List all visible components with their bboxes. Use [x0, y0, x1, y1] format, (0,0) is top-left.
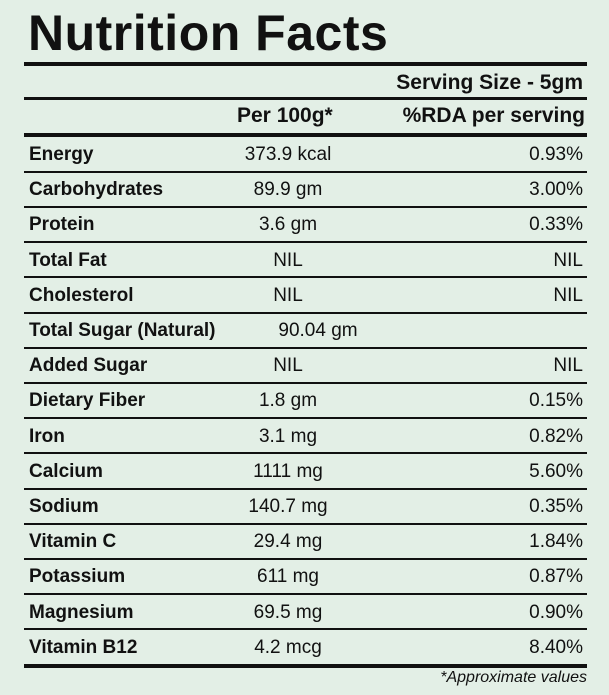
- per-100g-value: 373.9 kcal: [244, 144, 332, 165]
- per-100g-value: NIL: [273, 249, 303, 271]
- nutrient-name: Added Sugar: [29, 355, 148, 377]
- nutrient-name: Dietary Fiber: [29, 390, 146, 412]
- rda-value: NIL: [553, 284, 583, 306]
- per-100g-value: 1111 mg: [253, 460, 323, 482]
- nutrient-name: Energy: [29, 144, 94, 165]
- rda-value: 0.93%: [529, 144, 583, 165]
- rda-value: 8.40%: [529, 636, 583, 658]
- serving-size: Serving Size - 5gm: [396, 71, 583, 94]
- nutrient-name: Cholesterol: [29, 284, 134, 306]
- per-100g-value: NIL: [273, 284, 303, 306]
- row-rule: [24, 346, 587, 349]
- row-rule: [24, 628, 587, 631]
- row-rule: [24, 170, 587, 173]
- nutrient-name: Calcium: [29, 460, 103, 482]
- row-rule: [24, 522, 587, 525]
- rda-value: 3.00%: [529, 179, 583, 201]
- per-100g-value: 29.4 mg: [253, 531, 323, 553]
- title: Nutrition Facts: [28, 5, 389, 61]
- row-rule: [24, 241, 587, 244]
- nutrient-name: Vitamin C: [29, 531, 117, 553]
- row-rule: [24, 593, 587, 596]
- row-rule: [24, 311, 587, 314]
- rda-value: NIL: [553, 355, 583, 377]
- per-100g-value: 1.8 gm: [258, 390, 318, 412]
- nutrient-name: Protein: [29, 214, 95, 236]
- row-rule: [24, 557, 587, 560]
- rda-value: 0.33%: [529, 214, 583, 236]
- nutrient-name: Carbohydrates: [29, 179, 164, 201]
- column-header: %RDA per serving: [402, 104, 585, 127]
- row-rule: [24, 417, 587, 420]
- per-100g-value: 90.04 gm: [278, 320, 358, 341]
- nutrient-name: Total Fat: [29, 249, 107, 271]
- rda-value: 1.84%: [529, 531, 583, 553]
- rda-value: 0.82%: [529, 425, 583, 447]
- rda-value: 0.90%: [529, 601, 583, 623]
- rule: [24, 133, 587, 137]
- per-100g-value: 4.2 mcg: [254, 636, 322, 658]
- per-100g-value: 89.9 gm: [253, 179, 323, 201]
- rda-value: 0.35%: [529, 496, 583, 517]
- nutrient-name: Magnesium: [29, 601, 134, 623]
- per-100g-value: 69.5 mg: [253, 601, 323, 623]
- row-rule: [24, 487, 587, 490]
- rda-value: NIL: [553, 249, 583, 271]
- row-rule: [24, 381, 587, 384]
- rda-value: 5.60%: [529, 460, 583, 482]
- rda-value: 0.15%: [529, 390, 583, 412]
- footnote: *Approximate values: [440, 669, 587, 686]
- nutrient-name: Total Sugar (Natural): [29, 320, 216, 341]
- rule: [24, 97, 587, 100]
- nutrient-name: Sodium: [29, 496, 99, 517]
- nutrient-name: Iron: [29, 425, 65, 447]
- row-rule: [24, 276, 587, 279]
- column-header: Per 100g*: [237, 104, 333, 127]
- nutrient-name: Vitamin B12: [29, 636, 138, 658]
- row-rule: [24, 205, 587, 208]
- per-100g-value: 3.6 gm: [258, 214, 318, 236]
- rule: [24, 664, 587, 668]
- per-100g-value: 140.7 mg: [248, 496, 328, 517]
- nutrient-name: Potassium: [29, 566, 126, 588]
- per-100g-value: NIL: [273, 355, 303, 377]
- per-100g-value: 3.1 mg: [258, 425, 318, 447]
- row-rule: [24, 452, 587, 455]
- per-100g-value: 611 mg: [257, 566, 319, 588]
- rule: [24, 62, 587, 66]
- rda-value: 0.87%: [529, 566, 583, 588]
